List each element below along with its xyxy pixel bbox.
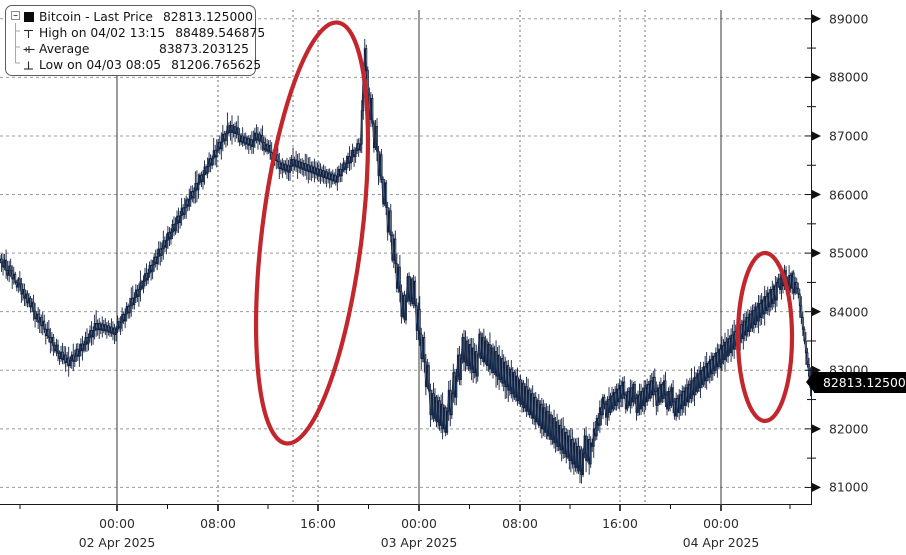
legend-label-last-price: Bitcoin - Last Price [39, 10, 153, 24]
legend-value-last-price: 82813.125000 [162, 10, 253, 24]
y-axis-label: 88000 [829, 69, 869, 85]
selloff-highlight-right [735, 250, 795, 424]
y-axis-label: 89000 [829, 11, 869, 27]
legend-value-low: 81206.765625 [171, 58, 262, 72]
tree-branch-icon [10, 22, 21, 44]
x-axis-date-label: 03 Apr 2025 [380, 535, 458, 550]
x-axis-time-label: 08:00 [502, 516, 538, 531]
tree-branch-end-icon [10, 54, 21, 76]
x-axis-time-label: 08:00 [200, 516, 236, 531]
vertical-gridlines [116, 10, 722, 505]
legend-label-average: Average [39, 42, 90, 56]
y-axis-label: 82000 [829, 421, 869, 437]
x-axis-date-label: 04 Apr 2025 [682, 535, 760, 550]
legend-value-average: 83873.203125 [159, 42, 249, 56]
x-axis-time-label: 00:00 [99, 516, 135, 531]
legend-row-high[interactable]: High on 04/02 13:15 88489.546875 [10, 22, 265, 44]
y-axis-label: 85000 [829, 245, 869, 261]
filled-square-icon [21, 12, 36, 22]
x-axis-time-label: 00:00 [703, 516, 739, 531]
legend-label-high: High on 04/02 13:15 [39, 26, 166, 40]
x-axis-time-label: 00:00 [401, 516, 437, 531]
axis-ticks [19, 14, 821, 511]
plot-area [0, 10, 812, 505]
y-axis-label: 81000 [829, 479, 869, 495]
legend-value-high: 88489.546875 [175, 26, 266, 40]
y-axis-label: 86000 [829, 187, 869, 203]
annotations [253, 20, 795, 446]
y-axis-label: 84000 [829, 304, 869, 320]
x-axis-date-label: 02 Apr 2025 [78, 535, 156, 550]
expander-minus-icon[interactable] [10, 9, 21, 25]
legend-row-average[interactable]: Average 83873.203125 [10, 38, 250, 60]
average-marker-icon [21, 44, 36, 55]
selloff-highlight-left [253, 20, 371, 446]
low-marker-icon [21, 60, 36, 71]
legend[interactable]: Bitcoin - Last Price 82813.125000 High o… [5, 5, 265, 76]
legend-row-low[interactable]: Low on 04/03 08:05 81206.765625 [10, 54, 261, 76]
x-axis-time-label: 16:00 [602, 516, 638, 531]
high-marker-icon [21, 28, 36, 39]
legend-row-last-price[interactable]: Bitcoin - Last Price 82813.125000 [10, 9, 253, 25]
last-price-tag: 82813.125000 [806, 372, 906, 393]
x-axis-time-label: 16:00 [300, 516, 336, 531]
tree-branch-icon [10, 38, 21, 60]
legend-label-low: Low on 04/03 08:05 [39, 58, 162, 72]
gridlines [0, 18, 812, 488]
y-axis-label: 87000 [829, 128, 869, 144]
price-series [0, 38, 812, 484]
